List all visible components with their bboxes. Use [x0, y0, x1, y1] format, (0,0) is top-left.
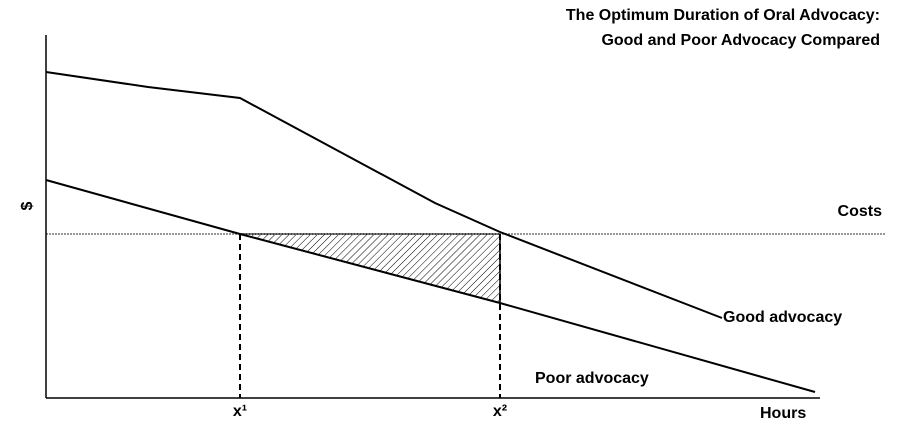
x2-label: x²	[493, 403, 507, 420]
poor-advocacy-label: Poor advocacy	[535, 370, 649, 387]
x-axis-label: Hours	[760, 405, 806, 422]
good-advocacy-line	[45, 71, 723, 319]
y-axis-label: $	[19, 201, 36, 210]
poor-advocacy-line	[45, 179, 816, 393]
costs-label: Costs	[838, 203, 883, 220]
title-line: The Optimum Duration of Oral Advocacy:	[566, 7, 880, 24]
title-line: Good and Poor Advocacy Compared	[601, 32, 880, 49]
good-advocacy-label: Good advocacy	[723, 309, 842, 326]
x1-label: x¹	[233, 403, 247, 420]
